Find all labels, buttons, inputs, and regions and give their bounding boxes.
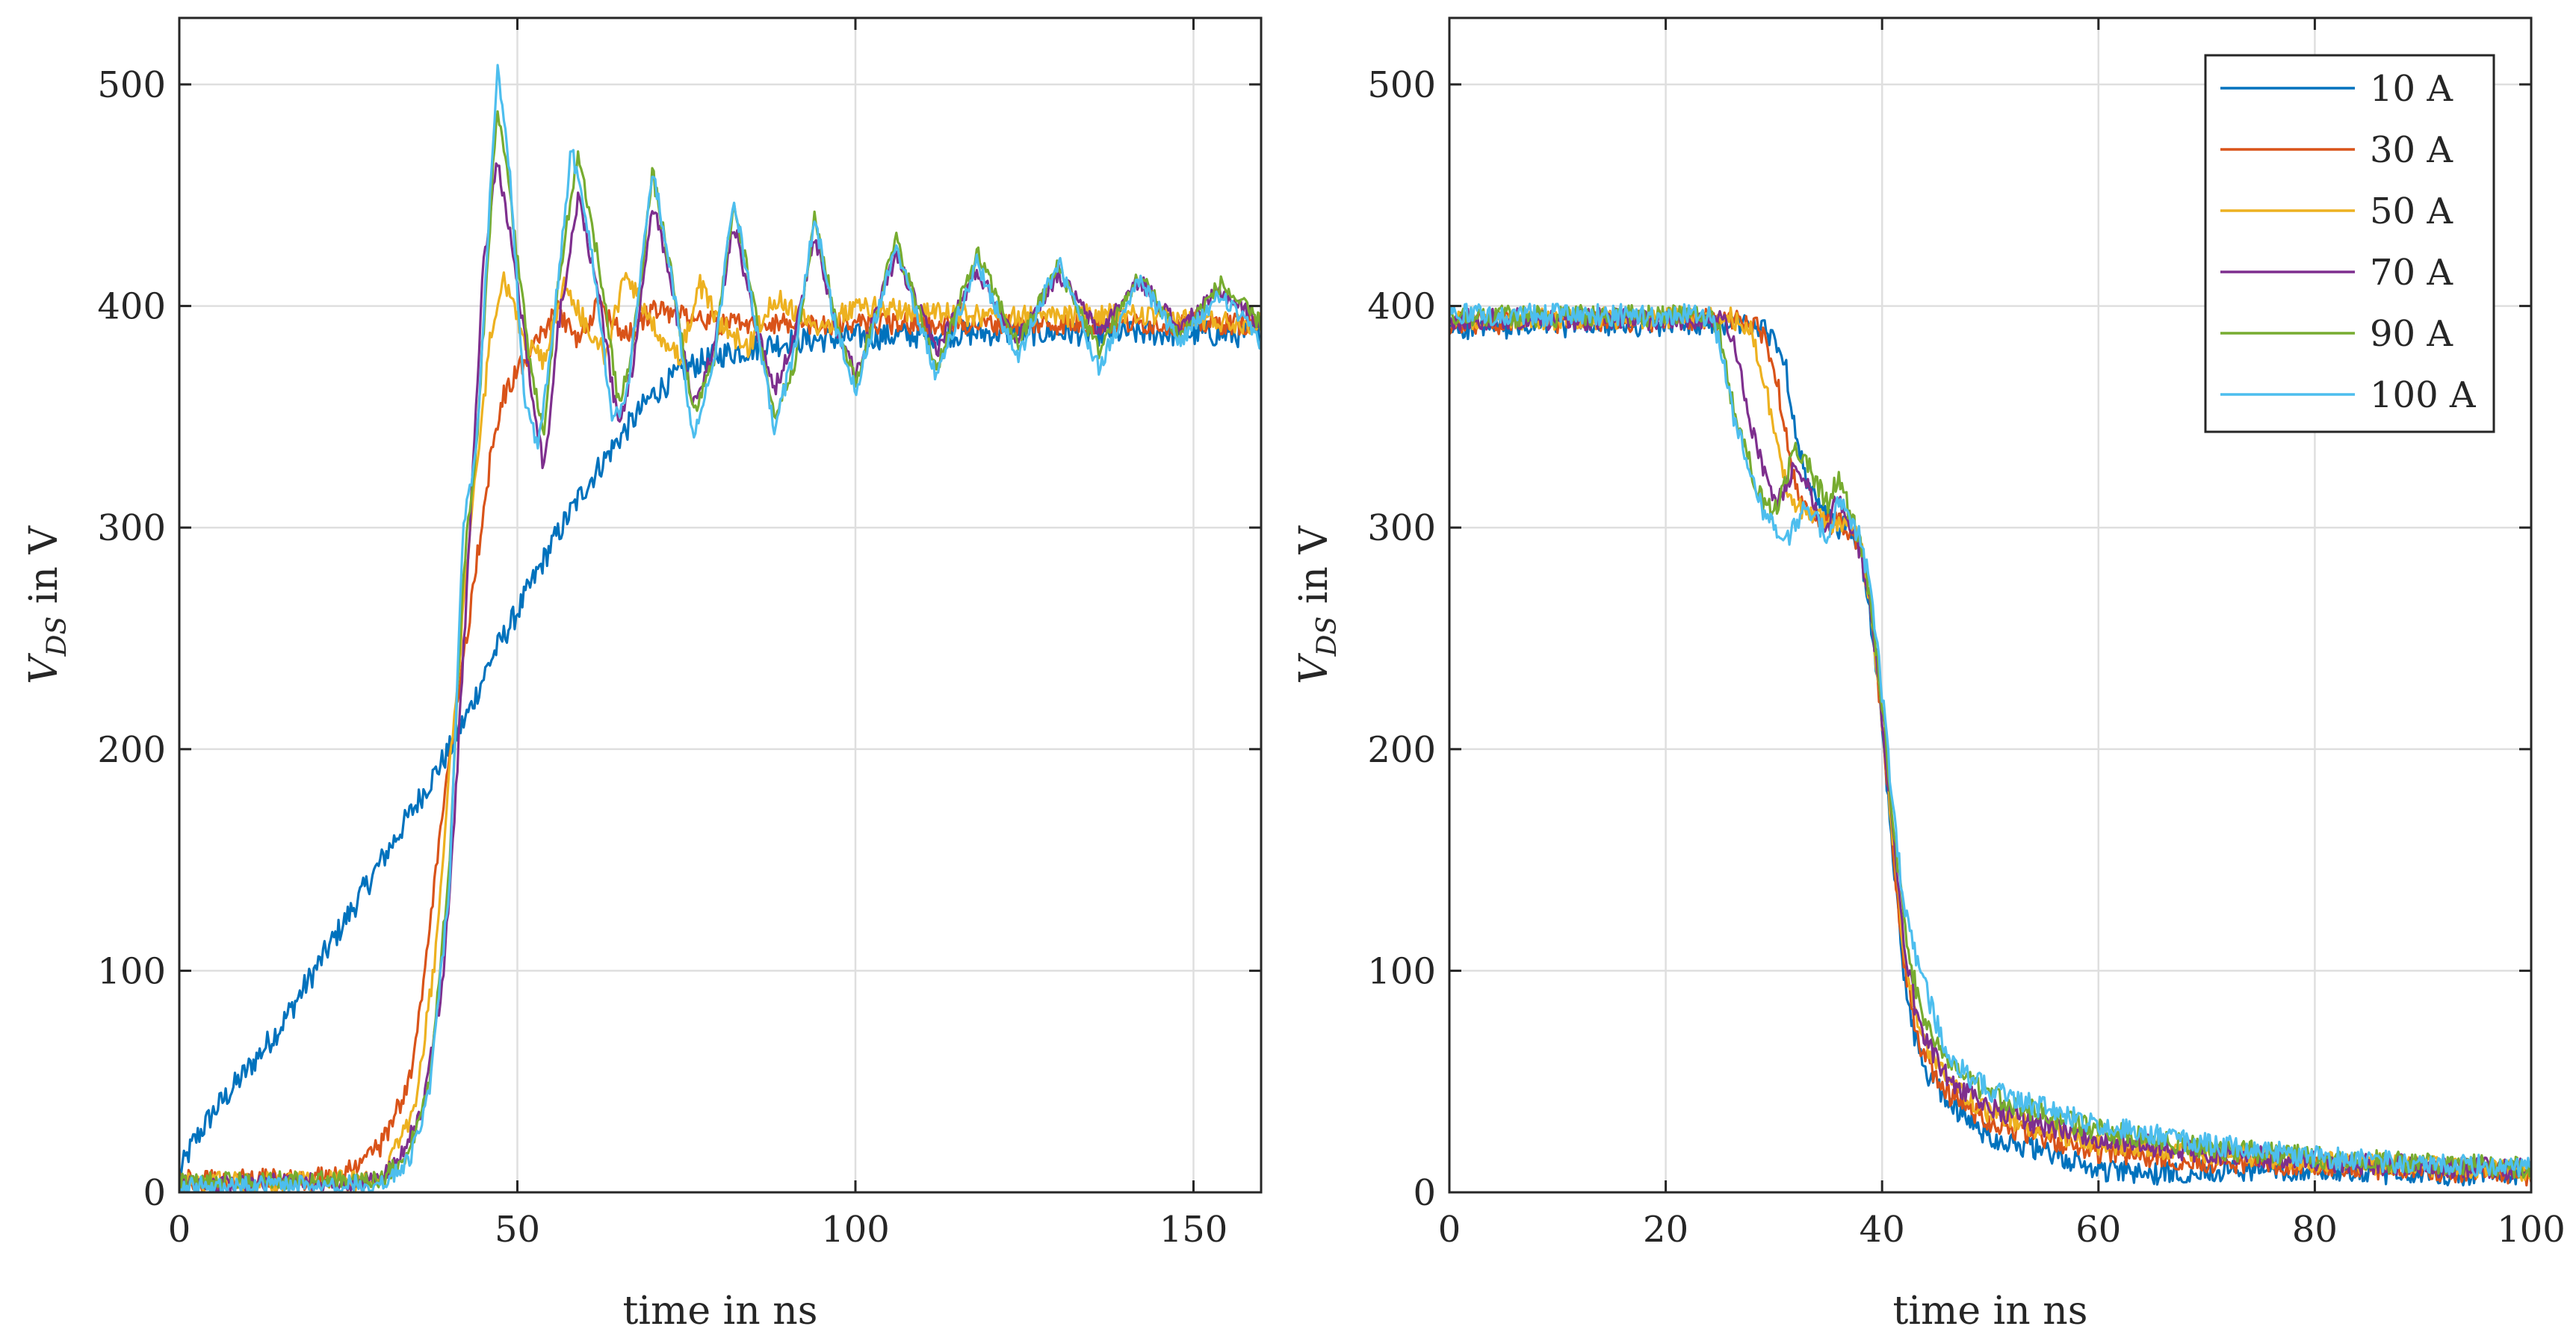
x-tick-label: 40 [1860,1209,1905,1251]
series-line-100a [179,64,1261,1192]
x-tick-label: 0 [1438,1209,1461,1251]
y-label-subscript: DS [1312,616,1343,657]
y-tick-label: 300 [1367,507,1436,549]
y-label-variable: V [1292,653,1337,684]
legend-label: 30 A [2370,129,2453,171]
y-tick-label: 200 [1367,729,1436,771]
y-tick-label: 100 [97,950,166,992]
axes-box-turn-on [1448,16,2533,1194]
y-tick-label: 400 [97,286,166,328]
y-axis-label-turn-on: VDS in V [1292,525,1343,684]
legend-label: 100 A [2370,374,2477,416]
x-tick-label: 20 [1643,1209,1688,1251]
x-tick-label: 60 [2075,1209,2121,1251]
series-line-50a [179,271,1261,1192]
series-line-100a [1449,303,2531,1178]
axes-box-turn-off [178,16,1263,1194]
y-tick-label: 0 [1413,1172,1436,1214]
legend-label: 50 A [2370,191,2453,232]
y-label-subscript: DS [42,616,72,657]
x-tick-label: 80 [2292,1209,2338,1251]
series-line-10a [179,318,1261,1178]
y-tick-label: 500 [1367,64,1436,106]
y-tick-label: 200 [97,729,166,771]
y-label-unit: in V [22,525,66,616]
y-label-unit: in V [1292,525,1337,616]
x-axis-label-turn-off: time in ns [623,1289,818,1334]
legend-entries: 10 A 30 A 50 A 70 A 90 A 100 A [2220,68,2477,416]
legend: 10 A 30 A 50 A 70 A 90 A 100 A [2204,54,2495,433]
series-group-turn-on [1449,303,2531,1187]
x-tick-label: 100 [821,1209,890,1251]
ticks-turn-off: 0 50 100 150 0 100 200 300 400 500 [97,18,1261,1251]
legend-label: 70 A [2370,252,2453,294]
x-tick-label: 100 [2497,1209,2566,1251]
legend-label: 90 A [2370,313,2453,355]
legend-label: 10 A [2370,68,2453,110]
y-tick-label: 500 [97,64,166,106]
y-axis-label-turn-off: VDS in V [22,525,72,684]
x-axis-label-turn-on: time in ns [1893,1289,2088,1334]
legend-box [2204,54,2495,433]
y-tick-label: 300 [97,507,166,549]
y-tick-label: 100 [1367,950,1436,992]
y-tick-label: 400 [1367,286,1436,328]
x-tick-label: 150 [1159,1209,1228,1251]
x-tick-label: 0 [168,1209,191,1251]
x-tick-label: 50 [495,1209,540,1251]
y-tick-label: 0 [143,1172,166,1214]
plot-area-turn-off [179,18,1261,1192]
axes-turn-off: 0 50 100 150 0 100 200 300 400 500 time in ns VDS… [22,16,1263,1334]
grid-turn-off [179,18,1261,1192]
y-label-variable: V [22,653,66,684]
series-group-turn-off [179,64,1261,1192]
ticks-turn-on: 0 20 40 60 80 100 0 100 200 300 400 500 [1367,18,2566,1251]
